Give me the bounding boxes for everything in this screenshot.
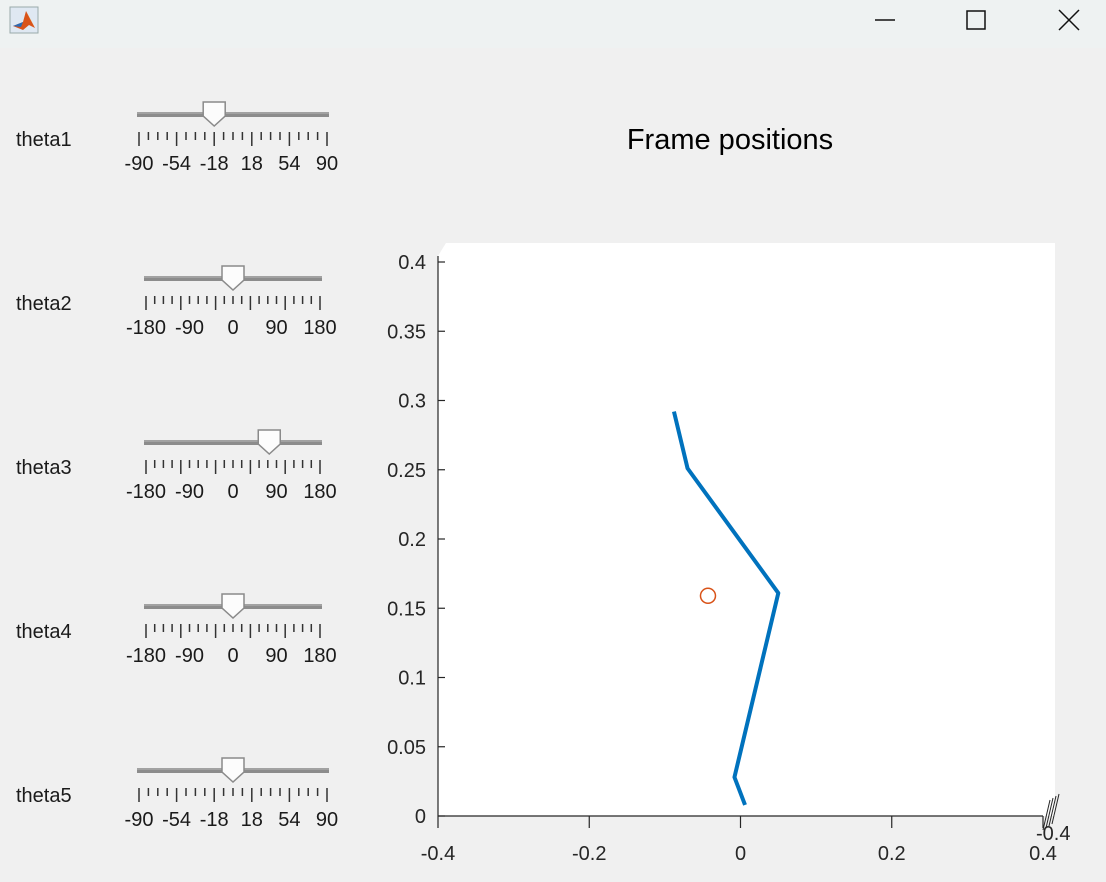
- plot-area[interactable]: [438, 243, 1055, 816]
- x-tick-label: -0.2: [572, 843, 606, 865]
- target-marker: [699, 587, 717, 605]
- z-axis-stub: [1048, 795, 1057, 827]
- plot-title: Frame positions: [626, 124, 834, 156]
- close-icon: [1058, 9, 1080, 31]
- slider-theta4[interactable]: [0, 593, 360, 651]
- slider-tick-label: -54: [162, 153, 192, 175]
- slider-tick-label: 180: [303, 481, 337, 503]
- slider-tick-label: -54: [162, 809, 192, 831]
- slider-tick-label: -90: [124, 153, 154, 175]
- slider-tick-label: 90: [315, 809, 339, 831]
- slider-tick-label: -90: [124, 809, 154, 831]
- slider-thumb[interactable]: [257, 429, 281, 456]
- z-axis-stub: [1051, 793, 1060, 825]
- x-tick-label: 0: [735, 843, 746, 865]
- slider-label-theta1: theta1: [16, 129, 72, 151]
- slider-tick-label: 90: [315, 153, 339, 175]
- slider-tick-label: 180: [303, 645, 337, 667]
- slider-theta2[interactable]: [0, 265, 360, 323]
- slider-theta3[interactable]: [0, 429, 360, 487]
- slider-tick-label: 18: [240, 809, 263, 831]
- y-tick-label: 0.25: [387, 460, 426, 482]
- y-tick-label: 0.2: [398, 529, 426, 551]
- slider-thumb[interactable]: [202, 101, 226, 128]
- matlab-icon[interactable]: [9, 6, 39, 34]
- minimize-icon: [875, 19, 895, 21]
- x-tick-label: 0.4: [1029, 843, 1057, 865]
- slider-tick-label: -90: [175, 317, 204, 339]
- slider-tick-label: 0: [227, 317, 239, 339]
- slider-tick-label: 54: [278, 153, 301, 175]
- y-tick-label: 0.1: [398, 668, 426, 690]
- slider-tick-label: -90: [175, 481, 204, 503]
- slider-label-theta3: theta3: [16, 457, 72, 479]
- y-tick-label: 0.15: [387, 598, 426, 620]
- y-tick-label: 0.05: [387, 737, 426, 759]
- z-axis-stub: [1045, 797, 1054, 829]
- y-tick-label: 0.3: [398, 391, 426, 413]
- title-bar: [0, 0, 1106, 48]
- y-tick-label: 0.4: [398, 252, 426, 274]
- slider-tick-label: 0: [227, 481, 239, 503]
- maximize-button[interactable]: [930, 0, 1022, 40]
- x-tick-label: 0.2: [878, 843, 906, 865]
- slider-theta1[interactable]: [0, 101, 360, 159]
- z-tick-label: -0.4: [1036, 823, 1070, 845]
- slider-label-theta5: theta5: [16, 785, 72, 807]
- slider-label-theta4: theta4: [16, 621, 72, 643]
- slider-tick-label: 90: [265, 481, 288, 503]
- slider-tick-label: 90: [265, 317, 288, 339]
- slider-tick-label: 0: [227, 645, 239, 667]
- slider-theta5[interactable]: [0, 757, 360, 815]
- slider-thumb[interactable]: [221, 757, 245, 784]
- slider-track[interactable]: [144, 440, 322, 445]
- close-button[interactable]: [1022, 0, 1106, 40]
- slider-thumb[interactable]: [221, 265, 245, 292]
- slider-tick-label: -180: [125, 645, 167, 667]
- y-tick-label: 0: [415, 806, 426, 828]
- slider-label-theta2: theta2: [16, 293, 72, 315]
- x-tick-label: -0.4: [421, 843, 455, 865]
- slider-tick-label: -90: [175, 645, 204, 667]
- slider-track[interactable]: [137, 112, 329, 117]
- slider-tick-label: -180: [125, 481, 167, 503]
- slider-tick-label: 90: [265, 645, 288, 667]
- z-axis-stub: [1042, 799, 1051, 831]
- slider-tick-label: -180: [125, 317, 167, 339]
- slider-tick-label: -18: [199, 153, 229, 175]
- minimize-button[interactable]: [838, 0, 930, 40]
- slider-tick-label: -18: [199, 809, 229, 831]
- slider-thumb[interactable]: [221, 593, 245, 620]
- slider-tick-label: 180: [303, 317, 337, 339]
- slider-tick-label: 54: [278, 809, 301, 831]
- maximize-icon: [966, 10, 986, 30]
- y-tick-label: 0.35: [387, 321, 426, 343]
- slider-tick-label: 18: [240, 153, 263, 175]
